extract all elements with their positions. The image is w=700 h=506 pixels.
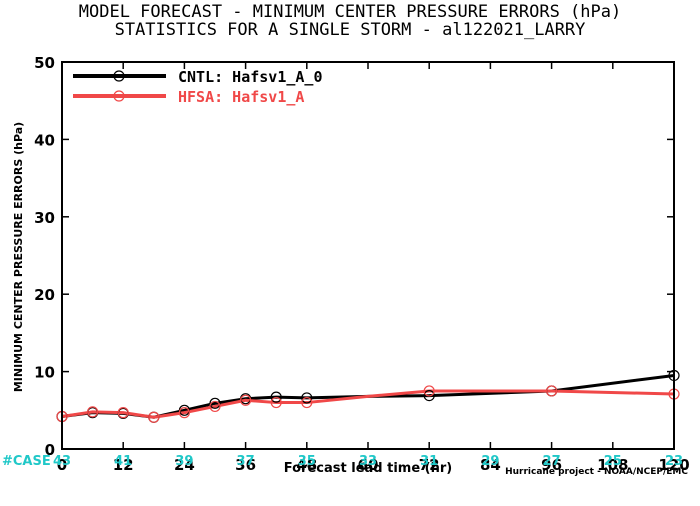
case-label: #CASE [2, 454, 51, 469]
x-tick-label: 36 [235, 456, 256, 474]
x-tick-label: 120 [658, 456, 689, 474]
case-count: 39 [175, 454, 193, 469]
x-tick-label: 60 [358, 456, 379, 474]
case-count: 43 [53, 454, 71, 469]
credit-text: Hurricane project - NOAA/NCEP/EMC [505, 467, 688, 477]
x-tick-label: 24 [174, 456, 195, 474]
series-point-1 [301, 396, 313, 409]
case-count: 37 [237, 454, 255, 469]
legend: CNTL: Hafsv1_A_0 HFSA: Hafsv1_A [73, 68, 323, 106]
series-point-1 [240, 394, 252, 406]
series-point-0 [423, 389, 435, 402]
series-lines [56, 369, 680, 423]
series-point-0 [301, 392, 313, 404]
x-tick-label: 108 [597, 456, 628, 474]
case-count: 23 [665, 454, 683, 469]
case-count: 31 [420, 454, 438, 469]
y-tick-label: 10 [34, 364, 55, 382]
series-point-0 [209, 397, 221, 409]
x-tick-label: 84 [480, 456, 501, 474]
series-point-1 [209, 400, 221, 413]
case-count: 25 [604, 454, 622, 469]
series-point-0 [270, 391, 282, 403]
series-point-1 [148, 411, 160, 423]
legend-label-0: CNTL: Hafsv1_A_0 [178, 68, 323, 86]
chart-title: MODEL FORECAST - MINIMUM CENTER PRESSURE… [79, 2, 621, 22]
series-point-1 [117, 407, 129, 419]
series-point-1 [178, 407, 190, 419]
legend-marker-1 [113, 90, 125, 102]
case-count: 27 [543, 454, 561, 469]
y-tick-label: 0 [45, 441, 55, 459]
series-point-1 [86, 406, 99, 418]
series-line-1 [61, 389, 675, 419]
y-tick-label: 50 [34, 54, 55, 72]
y-axis-label: MINIMUM CENTER PRESSURE ERRORS (hPa) [12, 122, 25, 392]
x-tick-label: 48 [296, 456, 317, 474]
case-count: 35 [298, 454, 316, 469]
y-tick-label: 30 [34, 209, 55, 227]
axis-ticks: 0 12 24 36 48 60 72 84 96 108 120 0 10 20 30 40 50 [34, 54, 690, 474]
x-tick-label: 72 [419, 456, 440, 474]
series-point-1 [545, 385, 558, 397]
legend-marker-0 [113, 70, 125, 82]
y-tick-label: 40 [34, 131, 55, 149]
x-tick-label: 12 [113, 456, 134, 474]
series-point-1 [423, 385, 435, 397]
case-count: 41 [114, 454, 132, 469]
case-count: 33 [359, 454, 377, 469]
chart-subtitle: STATISTICS FOR A SINGLE STORM - al122021… [115, 20, 586, 40]
series-point-1 [270, 396, 282, 409]
y-tick-label: 20 [34, 286, 55, 304]
x-tick-label: 96 [541, 456, 562, 474]
case-counts: #CASE 43 41 39 37 35 33 31 29 27 25 23 [2, 454, 683, 469]
plot-frame [61, 61, 675, 450]
x-tick-label: 0 [57, 456, 67, 474]
x-axis-label: Forecast lead time (hr) [284, 461, 452, 476]
legend-label-1: HFSA: Hafsv1_A [178, 88, 304, 106]
case-count: 29 [481, 454, 499, 469]
